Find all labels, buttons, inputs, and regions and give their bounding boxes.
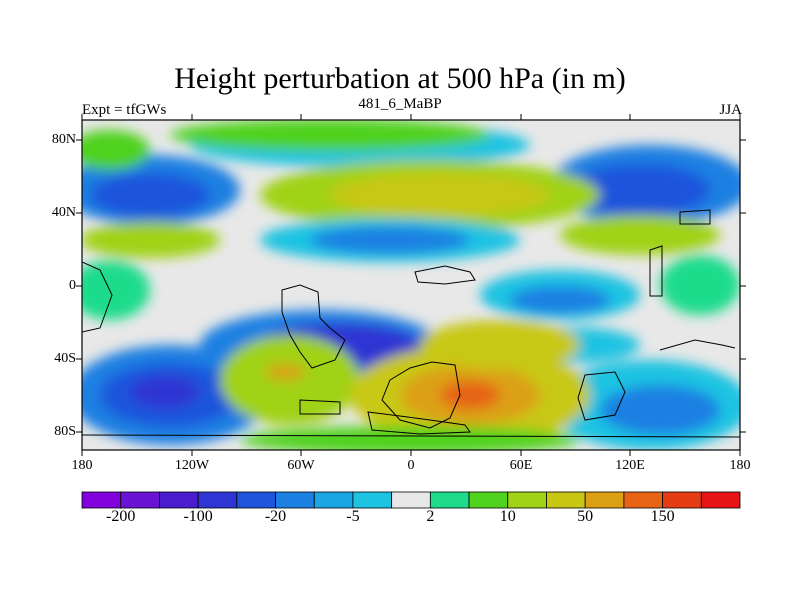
plot-title: Height perturbation at 500 hPa (in m) — [174, 62, 626, 95]
colorbar-label: 150 — [650, 508, 675, 525]
colorbar-swatch — [236, 491, 276, 509]
region-pos-south-mid — [420, 320, 580, 370]
contour-field — [82, 120, 740, 450]
lon-label-180-east: 180 — [729, 458, 751, 473]
colorbar-swatch — [352, 491, 393, 509]
region-neg-southwest-peak — [130, 376, 200, 408]
region-neg-southeast-core — [600, 385, 720, 435]
colorbar-swatch — [429, 491, 470, 509]
colorbar-swatch — [468, 491, 509, 509]
region-pos-south-peak — [440, 381, 500, 409]
colorbar-swatch — [546, 491, 586, 509]
region-neg-40n-core — [310, 226, 470, 254]
coastlines — [82, 209, 740, 438]
region-pos-south-west-peak — [265, 364, 305, 380]
coast-australia — [577, 371, 626, 421]
colorbar-swatch — [159, 491, 199, 509]
colorbar-swatch — [662, 491, 702, 509]
region-pos-equator-right — [660, 255, 740, 315]
region-pos-northwest — [82, 130, 150, 170]
region-neg-top-right-core — [570, 164, 710, 216]
colorbar-label: -200 — [106, 508, 136, 525]
region-pos-equator-left — [82, 260, 150, 320]
season-label: JJA — [719, 102, 742, 118]
colorbar-label: 10 — [499, 508, 516, 525]
coast-antarctica-line — [82, 434, 740, 438]
coast-antarctica-part — [367, 411, 471, 435]
region-pos-top-core — [330, 173, 550, 217]
region-pos-north — [170, 120, 490, 151]
colorbar-swatch — [275, 491, 315, 509]
colorbar-swatch — [507, 491, 547, 509]
run-label: 481_6_MaBP — [358, 96, 442, 112]
axis-ticks — [76, 114, 746, 456]
region-pos-40n-right — [560, 215, 720, 255]
region-pos-40n-left — [82, 222, 220, 258]
experiment-label: Expt = tfGWs — [82, 102, 167, 118]
lon-label-120e: 120E — [615, 458, 645, 473]
colorbar-swatch — [120, 491, 160, 509]
colorbar-swatch — [584, 491, 625, 509]
coast-south-east-edge — [659, 339, 736, 351]
region-neg-equator-core — [510, 286, 610, 314]
lat-label-80s: 80S — [54, 424, 76, 439]
colorbar-label: -100 — [183, 508, 213, 525]
lat-label-40n: 40N — [51, 205, 76, 220]
colorbar-swatch — [391, 491, 431, 509]
coast-island-east — [649, 245, 663, 297]
lat-label-0: 0 — [69, 278, 76, 293]
coast-africa — [381, 361, 461, 429]
coast-south-america — [281, 284, 346, 369]
lat-label-80n: 80N — [51, 132, 76, 147]
lat-label-40s: 40S — [54, 351, 76, 366]
coast-west-edge — [82, 261, 113, 333]
colorbar-swatch — [313, 491, 354, 509]
colorbar-label: 2 — [426, 508, 435, 525]
lon-label-180-west: 180 — [71, 458, 93, 473]
colorbar-swatch — [81, 491, 122, 509]
colorbar-label: 50 — [577, 508, 594, 525]
region-pos-antarctic — [240, 426, 580, 450]
coast-island-south — [299, 399, 341, 415]
lon-label-60w: 60W — [287, 458, 315, 473]
colorbar-swatch — [623, 491, 663, 509]
lon-label-0: 0 — [407, 458, 415, 473]
colorbar-swatch — [700, 491, 741, 509]
region-pos-south-west — [220, 335, 360, 425]
coast-north-africa — [414, 265, 476, 285]
lon-label-120w: 120W — [174, 458, 210, 473]
lon-label-60e: 60E — [509, 458, 533, 473]
coast-island-northeast — [679, 209, 711, 225]
colorbar-label: -5 — [346, 508, 360, 525]
colorbar-label: -20 — [264, 508, 287, 525]
colorbar-swatch — [197, 491, 238, 509]
region-neg-top-left-core — [90, 173, 210, 217]
